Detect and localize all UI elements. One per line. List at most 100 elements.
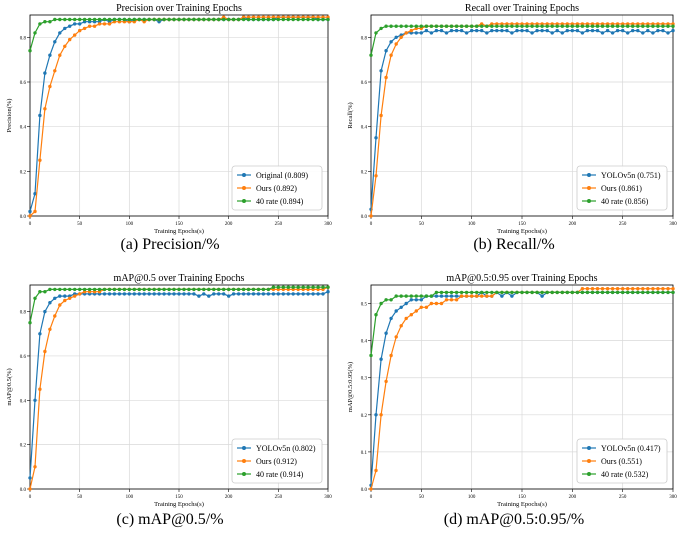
data-point	[399, 324, 403, 328]
data-point	[379, 113, 383, 118]
legend-swatch-marker	[587, 472, 591, 476]
data-point	[636, 24, 640, 28]
data-point	[271, 292, 276, 296]
x-axis-label: Training Epochs(s)	[154, 228, 204, 235]
data-point	[454, 28, 459, 33]
data-point	[666, 290, 670, 295]
x-tick-label: 300	[324, 495, 332, 500]
data-point	[636, 290, 640, 295]
y-tick-label: 0.0	[361, 488, 368, 493]
data-point	[68, 24, 72, 28]
data-point	[281, 285, 285, 289]
data-point	[661, 287, 665, 291]
data-point	[500, 294, 504, 298]
data-point	[28, 321, 32, 325]
data-point	[266, 17, 271, 22]
data-point	[389, 316, 393, 321]
data-point	[661, 24, 665, 28]
data-point	[53, 287, 57, 292]
data-point	[590, 28, 595, 33]
x-axis-label: Training Epochs(s)	[154, 501, 204, 508]
data-point	[444, 24, 449, 28]
data-point	[281, 292, 285, 296]
data-point	[535, 24, 539, 28]
data-point	[374, 31, 378, 35]
data-point	[480, 24, 484, 28]
data-point	[38, 332, 42, 336]
data-point	[555, 24, 559, 28]
data-point	[192, 17, 196, 22]
data-point	[646, 290, 650, 295]
data-point	[535, 28, 539, 33]
data-point	[177, 292, 181, 296]
data-point	[424, 28, 429, 33]
data-point	[236, 292, 241, 296]
data-point	[570, 28, 574, 33]
data-point	[321, 292, 325, 296]
data-point	[192, 287, 196, 292]
data-point	[656, 28, 660, 33]
data-point	[666, 287, 670, 291]
y-tick-label: 0.0	[361, 215, 368, 220]
x-tick-label: 300	[669, 222, 677, 227]
data-point	[671, 24, 675, 28]
data-point	[369, 353, 373, 358]
data-point	[212, 287, 216, 292]
data-point	[475, 24, 479, 28]
data-point	[636, 28, 640, 33]
data-point	[58, 294, 62, 298]
data-point	[414, 298, 418, 302]
data-point	[449, 290, 454, 295]
data-point	[167, 17, 171, 22]
data-point	[87, 17, 92, 22]
data-point	[117, 17, 122, 22]
legend-swatch-marker	[242, 459, 246, 463]
data-point	[545, 24, 549, 28]
data-point	[510, 294, 514, 298]
data-point	[540, 24, 544, 28]
data-point	[444, 294, 449, 298]
data-point	[510, 31, 514, 35]
data-point	[404, 294, 408, 298]
data-point	[605, 24, 610, 28]
data-point	[172, 287, 176, 292]
data-point	[495, 24, 499, 28]
data-point	[394, 42, 398, 46]
data-point	[621, 287, 625, 291]
data-point	[394, 24, 398, 28]
y-tick-label: 0.2	[20, 444, 27, 449]
data-point	[276, 285, 280, 289]
y-tick-label: 0.6	[20, 81, 27, 86]
data-point	[73, 33, 77, 37]
data-point	[236, 287, 241, 292]
data-point	[276, 17, 280, 22]
x-tick-label: 200	[225, 222, 233, 227]
data-point	[73, 294, 77, 298]
data-point	[585, 24, 590, 28]
data-point	[651, 290, 655, 295]
data-point	[626, 287, 630, 291]
data-point	[641, 31, 645, 35]
data-point	[291, 285, 295, 289]
data-point	[231, 287, 236, 292]
data-point	[43, 349, 47, 354]
y-tick-label: 0.2	[361, 414, 368, 419]
data-point	[68, 287, 72, 292]
data-point	[152, 292, 156, 296]
data-point	[621, 290, 625, 295]
data-point	[434, 28, 439, 33]
data-point	[470, 290, 474, 295]
data-point	[286, 292, 290, 296]
data-point	[58, 31, 62, 35]
data-point	[202, 287, 206, 292]
data-point	[78, 28, 82, 33]
data-point	[241, 17, 246, 22]
legend-swatch-marker	[242, 472, 246, 476]
data-point	[671, 287, 675, 291]
data-point	[48, 327, 52, 331]
data-point	[261, 17, 266, 22]
data-point	[78, 287, 82, 292]
data-point	[434, 301, 439, 306]
legend-entry: 40 rate (0.856)	[601, 197, 649, 206]
y-axis-label: Precision(%)	[6, 99, 13, 133]
